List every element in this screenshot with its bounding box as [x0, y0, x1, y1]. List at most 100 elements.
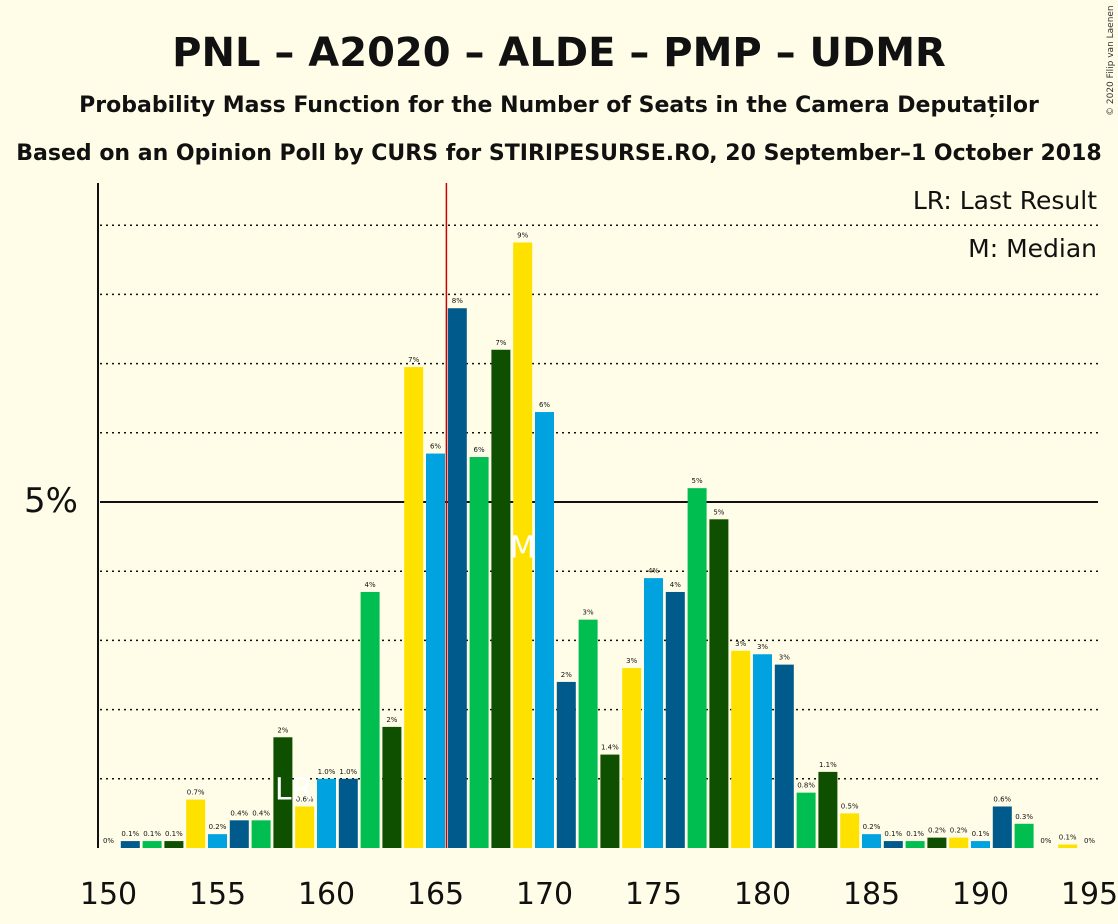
data-label-191: 0.6%: [993, 795, 1011, 803]
bar-159: [295, 806, 315, 848]
x-tick-155: 155: [189, 877, 246, 912]
data-label-195: 0%: [1084, 837, 1095, 845]
data-label-165: 6%: [430, 443, 441, 451]
chart-title: PNL – A2020 – ALDE – PMP – UDMR: [172, 30, 946, 76]
bar-155: [208, 834, 227, 848]
bar-156: [229, 820, 249, 848]
bar-192: [1014, 823, 1034, 848]
data-label-187: 0.1%: [906, 830, 924, 838]
data-label-193: 0%: [1040, 837, 1051, 845]
data-label-168: 7%: [495, 339, 506, 347]
data-label-159: 0.6%: [296, 795, 314, 803]
data-label-162: 4%: [365, 581, 376, 589]
data-label-190: 0.1%: [972, 830, 990, 838]
data-label-185: 0.2%: [863, 823, 881, 831]
bar-164: [404, 367, 424, 848]
data-label-173: 1.4%: [601, 744, 619, 752]
data-label-172: 3%: [583, 609, 594, 617]
chart-source-line: Based on an Opinion Poll by CURS for STI…: [16, 141, 1101, 166]
bar-157: [251, 820, 271, 848]
data-label-155: 0.2%: [209, 823, 227, 831]
bar-153: [164, 841, 184, 848]
data-label-192: 0.3%: [1015, 813, 1033, 821]
bar-178: [709, 519, 729, 848]
bar-187: [905, 841, 925, 848]
data-label-153: 0.1%: [165, 830, 183, 838]
bars-group: [120, 242, 1078, 848]
bar-170: [535, 412, 554, 848]
data-label-160: 1.0%: [318, 768, 336, 776]
legend-last-result: LR: Last Result: [913, 186, 1097, 215]
bar-175: [644, 578, 663, 848]
data-label-180: 3%: [757, 643, 768, 651]
data-label-186: 0.1%: [884, 830, 902, 838]
data-label-154: 0.7%: [187, 789, 205, 797]
data-label-163: 2%: [386, 716, 397, 724]
bar-160: [317, 778, 336, 848]
bar-154: [186, 799, 206, 848]
data-labels-group: 0%0.1% 0.1% 0.1%0.7%0.2%0.4% 0.4%2%0.6%1.0%…: [103, 232, 1095, 846]
data-label-151: 0.1%: [121, 830, 139, 838]
data-label-188: 0.2%: [928, 827, 946, 835]
bar-180: [753, 654, 772, 848]
bar-167: [469, 457, 489, 848]
x-tick-165: 165: [407, 877, 464, 912]
gridlines: [100, 224, 1098, 780]
data-label-161: 1.0%: [339, 768, 357, 776]
data-label-169: 9%: [517, 232, 528, 240]
data-label-170: 6%: [539, 401, 550, 409]
data-label-157: 0.4%: [252, 809, 270, 817]
data-label-150: 0%: [103, 837, 114, 845]
data-label-179: 3%: [735, 640, 746, 648]
x-tick-185: 185: [843, 877, 900, 912]
data-label-174: 3%: [626, 657, 637, 665]
bar-185: [862, 834, 881, 848]
x-tick-195: 195: [1061, 877, 1118, 912]
data-label-156: 0.4%: [230, 809, 248, 817]
data-label-167: 6%: [474, 446, 485, 454]
bar-171: [556, 681, 576, 848]
x-tick-170: 170: [516, 877, 573, 912]
legend-median: M: Median: [968, 234, 1097, 263]
data-label-177: 5%: [692, 477, 703, 485]
bar-176: [665, 591, 685, 848]
data-label-182: 0.8%: [797, 782, 815, 790]
bar-165: [426, 453, 445, 848]
data-label-176: 4%: [670, 581, 681, 589]
bar-188: [927, 837, 947, 848]
y-tick-5pct: 5%: [24, 481, 78, 521]
bar-152: [142, 841, 162, 848]
data-label-194: 0.1%: [1059, 834, 1077, 842]
median-marker: M: [510, 530, 536, 565]
data-label-184: 0.5%: [841, 802, 859, 810]
data-label-175: 4%: [648, 567, 659, 575]
bar-168: [491, 349, 511, 848]
bar-169: [513, 242, 533, 848]
data-label-189: 0.2%: [950, 827, 968, 835]
data-label-183: 1.1%: [819, 761, 837, 769]
x-tick-175: 175: [625, 877, 682, 912]
x-tick-labels: 150 155 160 165 170 175 180 185 190 195: [80, 877, 1118, 912]
chart-subtitle: Probability Mass Function for the Number…: [79, 93, 1039, 118]
bar-173: [600, 754, 620, 848]
bar-191: [992, 806, 1012, 848]
bar-181: [774, 664, 794, 848]
bar-162: [360, 591, 380, 848]
bar-182: [796, 792, 816, 848]
x-tick-160: 160: [298, 877, 355, 912]
bar-163: [382, 726, 402, 848]
data-label-164: 7%: [408, 356, 419, 364]
bar-194: [1058, 844, 1078, 848]
last-result-marker: LR: [275, 773, 313, 808]
x-tick-180: 180: [734, 877, 791, 912]
bar-151: [120, 841, 140, 848]
bar-172: [578, 619, 598, 848]
bar-179: [731, 650, 751, 848]
data-label-152: 0.1%: [143, 830, 161, 838]
data-label-166: 8%: [452, 297, 463, 305]
x-tick-190: 190: [952, 877, 1009, 912]
data-label-158: 2%: [277, 726, 288, 734]
copyright-notice: © 2020 Filip van Laenen: [1106, 5, 1116, 116]
data-label-171: 2%: [561, 671, 572, 679]
